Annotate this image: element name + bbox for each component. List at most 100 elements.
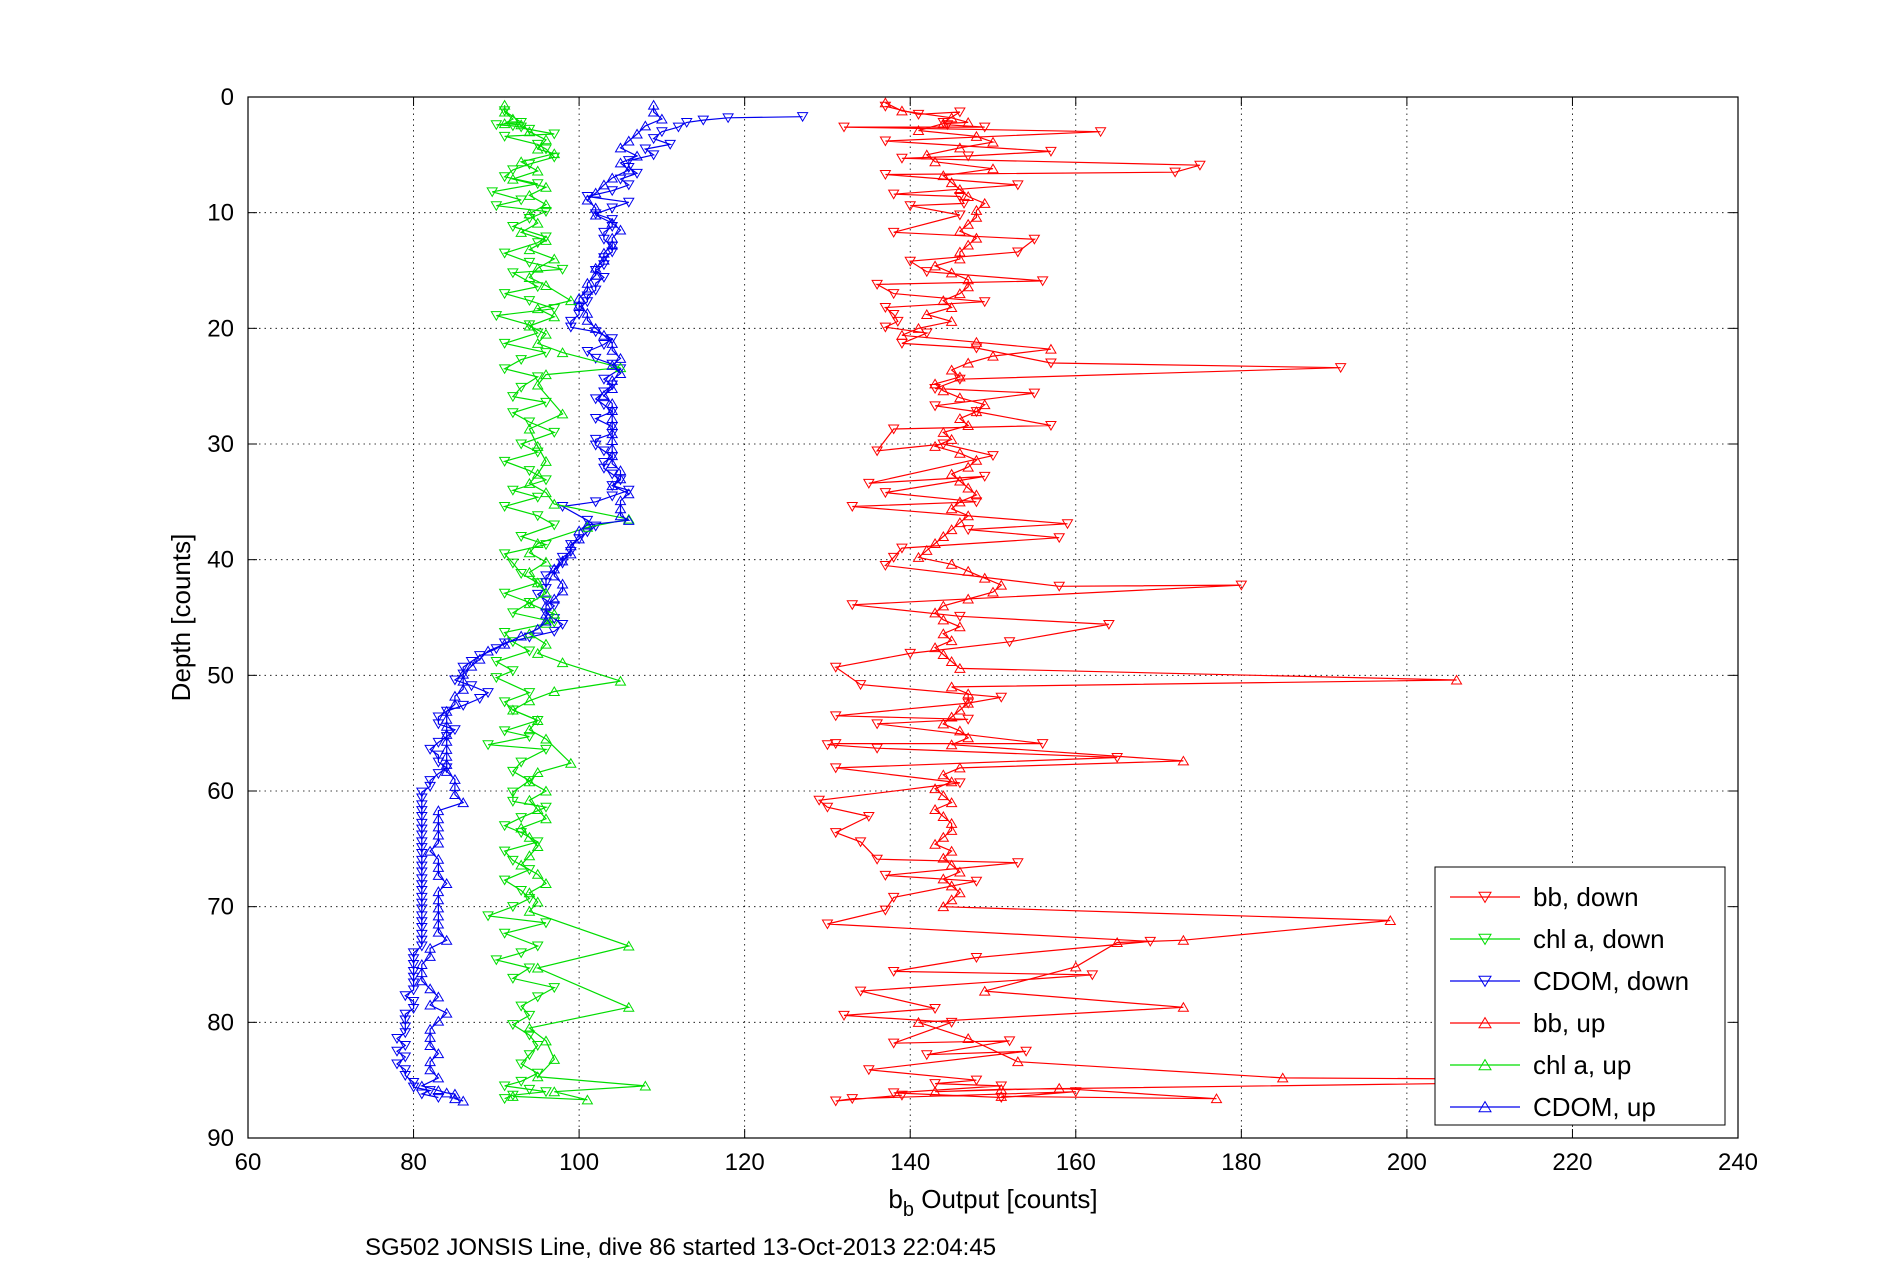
series-line-chl-a-up (502, 105, 646, 1101)
series-cdom-down (391, 112, 809, 1104)
data-point-cdom-down (407, 978, 420, 989)
y-tick-label: 40 (207, 547, 234, 574)
y-tick-label: 50 (207, 662, 234, 689)
data-point-bb-down (920, 1050, 933, 1061)
data-point-chl-a-down (531, 992, 544, 1003)
data-point-chl-a-down (515, 569, 528, 580)
data-point-bb-up (937, 295, 950, 306)
y-tick-label: 90 (207, 1125, 234, 1152)
data-point-bb-up (954, 184, 966, 195)
data-point-bb-up (945, 817, 958, 828)
data-point-cdom-down (581, 346, 594, 357)
data-point-bb-up (929, 838, 941, 849)
data-point-bb-down (896, 1090, 908, 1101)
legend-item-chl-a-up: chl a, up (1450, 1050, 1631, 1080)
data-point-bb-down (978, 122, 991, 133)
data-point-cdom-up (606, 344, 619, 355)
data-point-cdom-down (407, 954, 420, 965)
data-point-bb-up (954, 371, 966, 382)
data-point-cdom-up (581, 519, 594, 530)
data-point-bb-up (954, 253, 966, 264)
data-point-bb-up (912, 125, 925, 136)
data-point-cdom-down (647, 134, 660, 145)
data-point-bb-up (962, 116, 975, 127)
data-point-cdom-up (449, 788, 461, 799)
data-point-chl-a-down (498, 289, 511, 300)
data-point-chl-a-up (523, 477, 536, 488)
data-point-chl-a-up (548, 498, 561, 509)
legend-item-bb-up: bb, up (1450, 1008, 1605, 1038)
legend-marker (1478, 933, 1492, 946)
grid-lines (248, 97, 1738, 1138)
data-point-bb-down (929, 1079, 941, 1090)
legend-label: CDOM, up (1533, 1092, 1656, 1122)
data-point-chl-a-down (498, 364, 511, 375)
data-point-cdom-down (606, 186, 619, 197)
series-line-chl-a-down (487, 110, 563, 1100)
data-point-cdom-up (606, 398, 619, 409)
data-point-bb-up (1011, 1056, 1024, 1067)
data-point-bb-up (954, 662, 966, 673)
data-point-cdom-down (581, 191, 594, 202)
data-point-chl-a-up (523, 905, 536, 916)
data-point-cdom-up (573, 533, 585, 544)
y-tick-label: 0 (221, 84, 234, 111)
data-point-chl-a-up (523, 794, 536, 805)
data-point-cdom-down (449, 675, 461, 686)
data-point-bb-down (871, 446, 883, 457)
data-point-chl-a-down (507, 408, 519, 419)
series-bb-up (879, 97, 1703, 1104)
data-point-cdom-down (589, 440, 602, 451)
data-point-chl-a-up (531, 337, 544, 348)
data-point-bb-up (937, 769, 950, 780)
data-point-cdom-down (415, 800, 428, 811)
data-point-bb-down (879, 905, 892, 916)
data-point-cdom-down (432, 750, 445, 761)
data-point-bb-up (937, 718, 950, 729)
data-point-bb-up (970, 489, 983, 500)
data-point-cdom-down (415, 892, 428, 903)
data-point-bb-down (891, 316, 904, 327)
data-point-chl-a-up (531, 440, 544, 451)
data-point-chl-a-up (523, 566, 536, 577)
data-point-cdom-down (424, 744, 436, 755)
data-point-chl-a-down (531, 282, 544, 293)
data-point-bb-up (954, 866, 966, 877)
data-point-bb-up (945, 894, 958, 905)
data-point-bb-up (987, 136, 999, 147)
data-point-chl-a-up (531, 804, 544, 815)
data-point-bb-down (879, 488, 892, 499)
data-point-bb-up (945, 776, 958, 787)
data-point-chl-a-down (498, 875, 511, 886)
series-line-bb-down (817, 105, 1341, 1102)
legend-label: CDOM, down (1533, 966, 1689, 996)
y-tick-label: 30 (207, 431, 234, 458)
data-point-chl-a-down (482, 740, 494, 751)
data-point-cdom-up (540, 615, 552, 626)
x-tick-label: 140 (890, 1149, 930, 1176)
data-point-cdom-down (391, 1059, 403, 1070)
data-point-bb-down (1111, 752, 1124, 763)
data-point-bb-up (962, 732, 975, 743)
data-point-chl-a-up (531, 143, 544, 154)
data-point-cdom-up (614, 510, 627, 521)
data-point-cdom-up (589, 269, 602, 280)
data-point-cdom-down (407, 997, 420, 1007)
data-point-bb-down (920, 328, 933, 339)
data-point-bb-down (1011, 180, 1024, 191)
data-point-chl-a-up (507, 113, 519, 124)
data-point-chl-a-down (490, 201, 503, 212)
data-point-cdom-up (647, 106, 660, 117)
data-point-bb-up (954, 704, 966, 715)
data-point-cdom-up (440, 743, 453, 754)
data-point-chl-a-down (531, 837, 544, 848)
data-point-bb-down (879, 136, 892, 147)
data-point-bb-down (987, 451, 999, 462)
data-point-bb-up (945, 302, 958, 313)
data-point-chl-a-up (540, 234, 552, 245)
data-point-bb-up (962, 510, 975, 521)
data-point-bb-up (978, 197, 991, 208)
data-point-bb-up (987, 350, 999, 361)
data-point-bb-down (1003, 1036, 1016, 1047)
y-axis-label: Depth [counts] (166, 534, 196, 702)
